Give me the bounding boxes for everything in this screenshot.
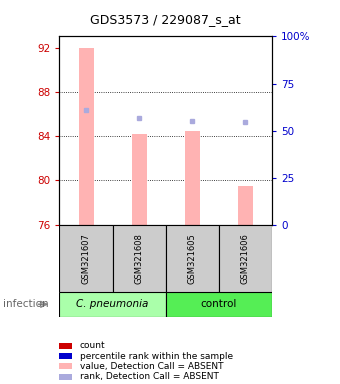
Bar: [219, 225, 272, 292]
Text: C. pneumonia: C. pneumonia: [76, 299, 149, 310]
Bar: [166, 292, 272, 317]
Text: control: control: [201, 299, 237, 310]
Bar: [59, 363, 72, 369]
Text: infection: infection: [3, 299, 49, 310]
Text: GSM321605: GSM321605: [188, 233, 197, 284]
Text: rank, Detection Call = ABSENT: rank, Detection Call = ABSENT: [80, 372, 219, 381]
Text: GSM321607: GSM321607: [82, 233, 90, 284]
Bar: [59, 353, 72, 359]
Bar: [113, 225, 166, 292]
Bar: [59, 292, 166, 317]
Text: value, Detection Call = ABSENT: value, Detection Call = ABSENT: [80, 362, 223, 371]
Bar: [185, 131, 200, 225]
Bar: [79, 48, 94, 225]
Text: GSM321606: GSM321606: [241, 233, 250, 284]
Bar: [166, 225, 219, 292]
Bar: [238, 186, 253, 225]
Bar: [59, 225, 113, 292]
Bar: [59, 343, 72, 349]
Bar: [59, 374, 72, 380]
Text: percentile rank within the sample: percentile rank within the sample: [80, 351, 233, 361]
Text: GDS3573 / 229087_s_at: GDS3573 / 229087_s_at: [90, 13, 241, 26]
Text: GSM321608: GSM321608: [135, 233, 144, 284]
Bar: [132, 134, 147, 225]
Text: count: count: [80, 341, 105, 350]
